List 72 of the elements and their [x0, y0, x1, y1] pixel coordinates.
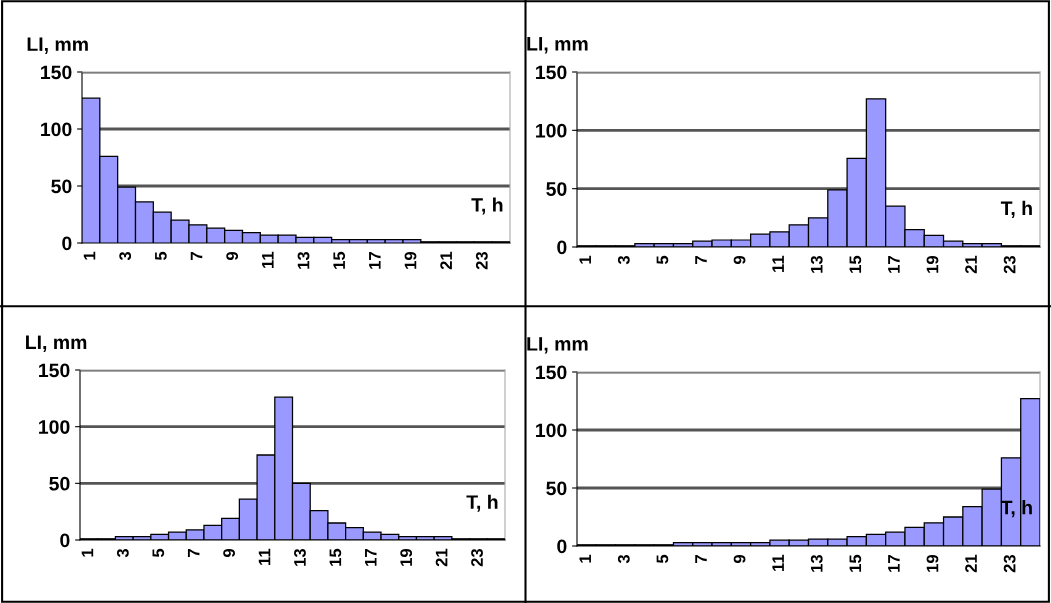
x-tick-label: 9 — [733, 554, 746, 564]
x-tick-label: 1 — [81, 548, 94, 557]
x-tick-label: 21 — [435, 548, 448, 567]
x-axis-title: T, h — [466, 494, 498, 512]
x-tick-label: 3 — [617, 554, 630, 564]
y-tick-label: 150 — [536, 65, 567, 80]
x-tick-label: 23 — [1003, 255, 1016, 274]
x-tick-label: 13 — [297, 251, 310, 269]
x-tick-label: 7 — [695, 256, 707, 264]
x-tick-label: 23 — [475, 251, 488, 270]
x-tick-label: 15 — [329, 548, 342, 566]
y-tick-label: 0 — [557, 240, 567, 255]
y-tick-label: 150 — [536, 365, 567, 380]
x-tick-label: 3 — [116, 548, 129, 558]
x-tick-label: 17 — [365, 549, 377, 566]
x-tick-label: 19 — [926, 554, 939, 572]
y-tick-label: 100 — [536, 123, 567, 138]
y-axis-title: LI, mm — [527, 337, 588, 354]
x-tick-label: 15 — [849, 554, 862, 572]
x-tick-label: 1 — [579, 554, 591, 563]
y-tick-label: 0 — [60, 533, 70, 548]
y-tick-label: 0 — [62, 236, 72, 251]
x-tick-label: 5 — [656, 554, 669, 564]
x-tick-label: 19 — [404, 251, 417, 269]
x-tick-label: 15 — [849, 255, 862, 273]
y-tick-label: 50 — [51, 179, 72, 194]
x-tick-label: 5 — [155, 251, 167, 261]
x-tick-label: 1 — [83, 251, 96, 260]
x-tick-label: 5 — [656, 255, 669, 265]
x-tick-label: 9 — [733, 255, 746, 265]
x-tick-label: 9 — [223, 548, 235, 558]
x-tick-label: 21 — [440, 251, 452, 270]
y-tick-label: 0 — [557, 539, 567, 554]
x-tick-label: 11 — [258, 548, 271, 565]
x-tick-label: 17 — [369, 252, 381, 269]
x-tick-label: 11 — [262, 251, 274, 268]
x-tick-label: 19 — [926, 255, 939, 273]
x-tick-label: 23 — [471, 548, 483, 567]
x-axis-title: T, h — [471, 197, 503, 215]
x-tick-label: 7 — [695, 555, 707, 563]
x-tick-label: 13 — [294, 548, 306, 566]
y-tick-label: 100 — [41, 122, 72, 137]
y-tick-label: 100 — [39, 420, 70, 434]
x-tick-label: 11 — [772, 554, 784, 571]
x-tick-label: 17 — [888, 256, 900, 273]
x-tick-label: 7 — [187, 549, 200, 557]
x-tick-label: 17 — [888, 555, 900, 572]
x-tick-label: 11 — [772, 255, 784, 272]
x-axis-title: T, h — [1000, 200, 1032, 218]
x-tick-label: 3 — [617, 255, 630, 265]
x-tick-label: 13 — [810, 255, 823, 273]
x-tick-label: 15 — [333, 251, 346, 269]
y-tick-label: 150 — [39, 363, 70, 378]
y-tick-label: 50 — [546, 182, 567, 196]
y-tick-label: 100 — [536, 423, 567, 438]
x-tick-label: 1 — [579, 255, 591, 264]
y-axis-title: LI, mm — [26, 335, 87, 352]
y-axis-title: LI, mm — [527, 37, 588, 54]
x-tick-label: 19 — [400, 548, 413, 566]
x-tick-label: 9 — [226, 251, 239, 261]
x-tick-label: 13 — [810, 554, 823, 572]
y-tick-label: 150 — [41, 65, 72, 80]
y-axis-title: LI, mm — [27, 37, 88, 54]
x-tick-label: 3 — [119, 251, 132, 261]
y-tick-label: 50 — [546, 481, 567, 496]
x-axis-title: T, h — [1000, 500, 1032, 518]
x-tick-label: 7 — [190, 252, 203, 260]
x-tick-label: 21 — [965, 255, 977, 274]
x-tick-label: 5 — [152, 548, 165, 558]
x-tick-label: 21 — [965, 554, 977, 573]
x-tick-label: 23 — [1003, 554, 1016, 573]
y-tick-label: 50 — [49, 476, 70, 491]
